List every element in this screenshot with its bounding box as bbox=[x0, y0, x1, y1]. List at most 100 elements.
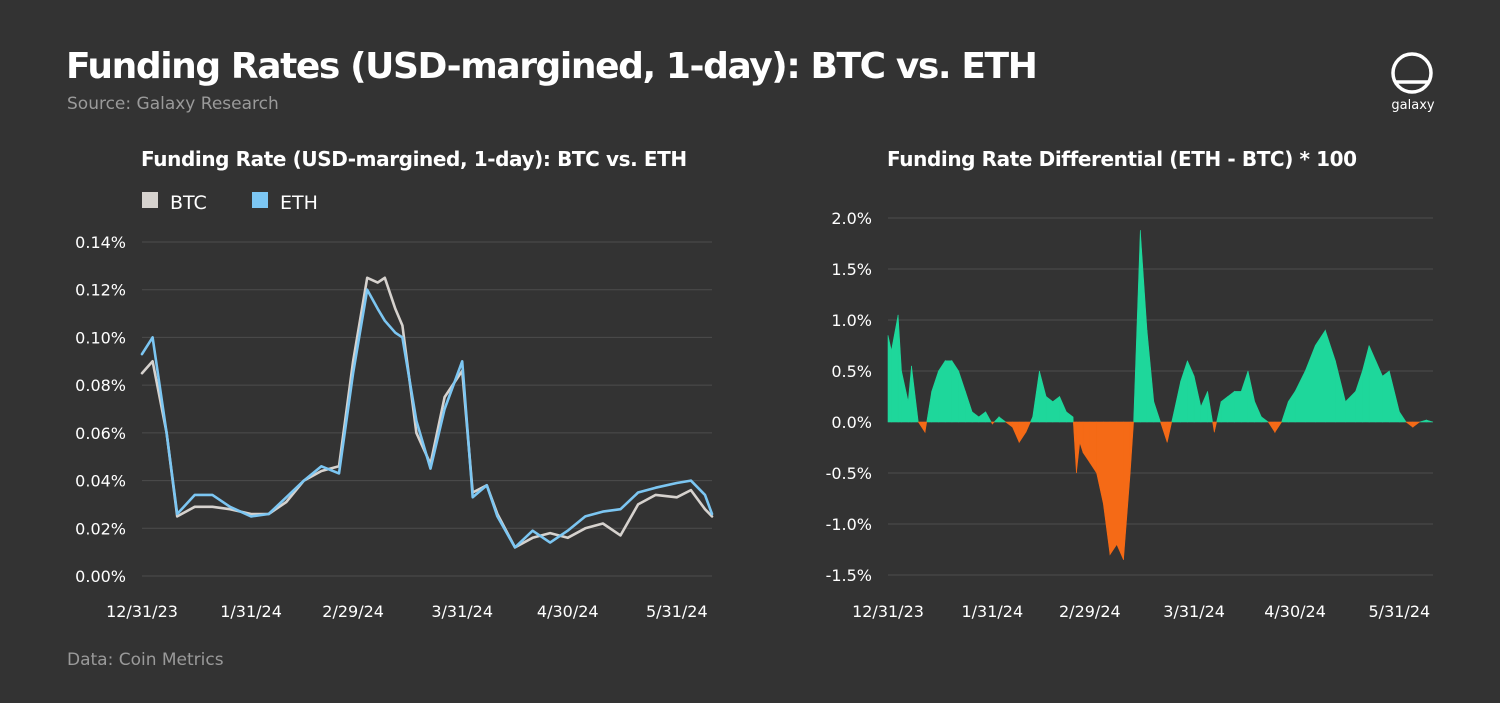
page-title: Funding Rates (USD-margined, 1-day): BTC… bbox=[66, 46, 1038, 87]
positive-area-segment bbox=[1171, 411, 1175, 423]
negative-area-segment bbox=[1103, 421, 1111, 555]
left-series bbox=[140, 276, 714, 549]
negative-area-segment bbox=[1412, 421, 1421, 428]
positive-area-segment bbox=[1133, 230, 1141, 423]
positive-area-segment bbox=[993, 416, 1000, 423]
negative-area-segment bbox=[917, 421, 926, 434]
positive-area-segment bbox=[1193, 376, 1202, 423]
positive-area-segment bbox=[1355, 370, 1363, 423]
legend-label-eth: ETH bbox=[280, 192, 318, 214]
positive-area-segment bbox=[998, 416, 1007, 423]
x-tick-label: 3/31/24 bbox=[1163, 602, 1225, 621]
y-tick-label: 0.00% bbox=[75, 567, 126, 586]
x-tick-label: 12/31/23 bbox=[106, 602, 178, 621]
series-line-eth bbox=[140, 288, 714, 549]
y-tick-label: -1.0% bbox=[826, 515, 872, 534]
y-tick-label: 0.0% bbox=[831, 413, 872, 432]
positive-area-segment bbox=[1281, 401, 1289, 423]
negative-area-segment bbox=[1214, 421, 1217, 433]
positive-area-segment bbox=[1029, 416, 1033, 423]
positive-area-segment bbox=[1345, 390, 1356, 423]
positive-area-segment bbox=[1227, 390, 1235, 423]
legend-swatch-eth bbox=[252, 192, 268, 208]
negative-area-segment bbox=[1004, 421, 1013, 428]
positive-area-segment bbox=[1247, 370, 1255, 423]
negative-area-segment bbox=[1072, 421, 1077, 474]
positive-area-segment bbox=[1146, 330, 1155, 423]
positive-area-segment bbox=[891, 314, 899, 423]
positive-area-segment bbox=[1066, 411, 1074, 423]
x-tick-label: 12/31/23 bbox=[852, 602, 924, 621]
series-line-btc bbox=[140, 276, 714, 549]
y-tick-label: -0.5% bbox=[826, 464, 872, 483]
positive-area-segment bbox=[897, 314, 902, 423]
legend-swatch-btc bbox=[142, 192, 158, 208]
positive-area-segment bbox=[1207, 391, 1213, 423]
y-tick-label: -1.5% bbox=[826, 566, 872, 585]
positive-area-segment bbox=[1389, 370, 1400, 423]
negative-area-segment bbox=[1274, 421, 1283, 434]
y-tick-label: 0.08% bbox=[75, 376, 126, 395]
negative-area-segment bbox=[1089, 421, 1097, 475]
negative-area-segment bbox=[1129, 421, 1134, 474]
funding-differential-chart: Funding Rate Differential (ETH - BTC) * … bbox=[826, 147, 1434, 621]
positive-area-segment bbox=[1362, 345, 1370, 423]
positive-area-segment bbox=[1426, 419, 1434, 423]
positive-area-segment bbox=[1052, 395, 1060, 423]
negative-area-segment bbox=[1160, 421, 1168, 443]
positive-area-segment bbox=[965, 391, 973, 423]
positive-area-segment bbox=[1304, 345, 1316, 423]
positive-area-segment bbox=[944, 360, 953, 423]
negative-area-segment bbox=[992, 421, 995, 425]
positive-area-segment bbox=[1059, 396, 1067, 423]
negative-area-segment bbox=[924, 421, 928, 433]
positive-area-segment bbox=[1216, 401, 1222, 423]
negative-area-segment bbox=[1166, 421, 1173, 443]
positive-area-segment bbox=[1325, 330, 1336, 423]
y-tick-label: 0.12% bbox=[75, 281, 126, 300]
positive-area-segment bbox=[1288, 390, 1296, 423]
negative-area-segment bbox=[1079, 421, 1084, 453]
positive-area-segment bbox=[1187, 360, 1195, 423]
x-tick-label: 1/31/24 bbox=[961, 602, 1023, 621]
negative-area-segment bbox=[1267, 421, 1276, 434]
positive-area-segment bbox=[1200, 391, 1208, 423]
positive-area-segment bbox=[978, 411, 986, 423]
x-tick-label: 2/29/24 bbox=[322, 602, 384, 621]
positive-area-segment bbox=[951, 359, 959, 423]
y-tick-label: 2.0% bbox=[831, 209, 872, 228]
positive-area-segment bbox=[1254, 401, 1262, 423]
positive-area-segment bbox=[1032, 370, 1040, 423]
left-gridlines bbox=[142, 241, 712, 577]
x-tick-label: 4/30/24 bbox=[537, 602, 599, 621]
negative-area-segment bbox=[1405, 421, 1414, 428]
positive-area-segment bbox=[1261, 416, 1270, 423]
positive-area-segment bbox=[958, 370, 966, 423]
positive-area-segment bbox=[1294, 370, 1306, 423]
negative-area-segment bbox=[1076, 421, 1081, 474]
data-credit: Data: Coin Metrics bbox=[67, 650, 224, 670]
x-tick-label: 5/31/24 bbox=[1369, 602, 1431, 621]
positive-area-segment bbox=[938, 359, 946, 423]
positive-area-segment bbox=[1180, 360, 1188, 423]
positive-area-segment bbox=[1382, 370, 1390, 423]
galaxy-logo: galaxy bbox=[1384, 52, 1442, 116]
positive-area-segment bbox=[1375, 360, 1383, 423]
legend: BTC ETH bbox=[142, 192, 318, 214]
positive-area-segment bbox=[907, 365, 912, 423]
source-note: Source: Galaxy Research bbox=[67, 94, 279, 114]
x-tick-label: 2/29/24 bbox=[1059, 602, 1121, 621]
legend-label-btc: BTC bbox=[170, 192, 207, 214]
x-tick-label: 3/31/24 bbox=[431, 602, 493, 621]
y-tick-label: 0.06% bbox=[75, 424, 126, 443]
positive-area-segment bbox=[1153, 401, 1161, 423]
y-tick-label: 1.0% bbox=[831, 311, 872, 330]
negative-area-segment bbox=[1109, 421, 1118, 556]
y-tick-label: 0.04% bbox=[75, 472, 126, 491]
negative-area-segment bbox=[1096, 421, 1104, 504]
right-y-axis: -1.5% -1.0% -0.5% 0.0% 0.5% 1.0% 1.5% 2.0% bbox=[826, 209, 872, 585]
positive-area-segment bbox=[1234, 391, 1242, 423]
y-tick-label: 0.10% bbox=[75, 328, 126, 347]
right-chart-title: Funding Rate Differential (ETH - BTC) * … bbox=[887, 147, 1357, 171]
negative-area-segment bbox=[1025, 421, 1031, 433]
